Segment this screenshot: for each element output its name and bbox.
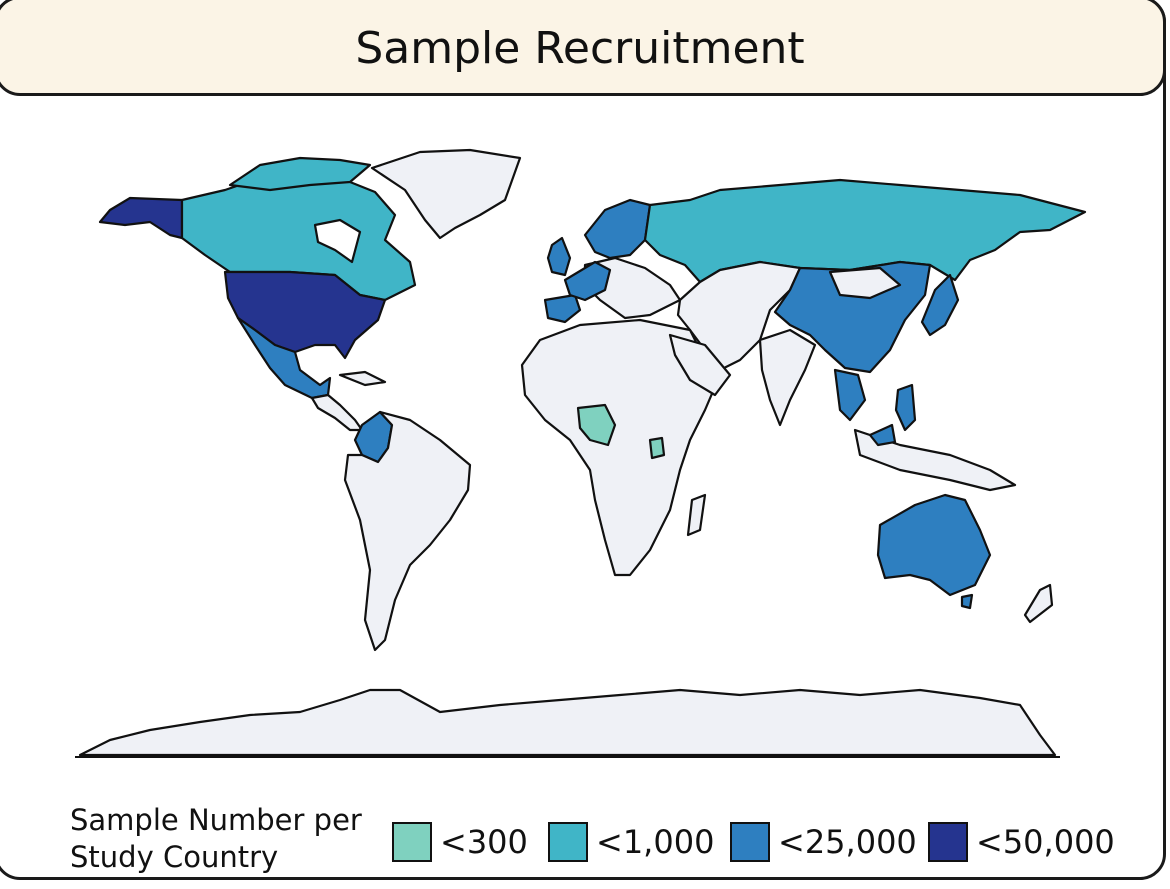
legend-swatch-lt300 <box>392 822 432 862</box>
legend-swatch-lt25000 <box>730 822 770 862</box>
legend-item-lt1000: <1,000 <box>548 820 714 864</box>
country-uganda <box>648 436 666 460</box>
country-australia <box>876 493 992 597</box>
hudson-bay <box>313 218 362 264</box>
country-spain <box>543 293 582 324</box>
country-thailand <box>833 368 867 422</box>
legend-label-lt1000: <1,000 <box>596 823 715 861</box>
legend-swatch-lt1000 <box>548 822 588 862</box>
country-uk <box>546 236 572 277</box>
country-malaysia <box>868 423 897 447</box>
map-title: Sample Recruitment <box>355 22 805 74</box>
country-india <box>758 328 817 427</box>
country-alaska <box>98 196 184 240</box>
legend-item-lt50000: <50,000 <box>928 820 1115 864</box>
country-mongolia <box>828 266 902 300</box>
country-canada-islands <box>228 156 372 192</box>
region-indonesia <box>853 428 1017 492</box>
country-japan <box>920 273 960 337</box>
legend-title: Sample Number per Study Country <box>70 803 362 874</box>
legend-label-lt50000: <50,000 <box>976 823 1115 861</box>
legend-swatch-lt50000 <box>928 822 968 862</box>
region-arabia <box>668 333 732 397</box>
continent-antarctica <box>78 688 1057 757</box>
region-central-america <box>310 393 364 432</box>
region-africa <box>520 318 722 577</box>
country-mexico <box>236 316 332 400</box>
country-germany <box>563 260 612 302</box>
legend: Sample Number per Study Country <300 <1,… <box>70 800 1130 880</box>
legend-label-lt25000: <25,000 <box>778 823 917 861</box>
country-tasmania <box>960 593 974 610</box>
region-caribbean <box>338 370 387 387</box>
title-banner: Sample Recruitment <box>0 0 1166 96</box>
country-nigeria <box>576 403 617 447</box>
country-scandinavia <box>583 198 652 260</box>
legend-label-lt300: <300 <box>440 823 528 861</box>
country-greenland <box>370 148 522 240</box>
region-south-america <box>343 410 472 652</box>
country-madagascar <box>686 493 707 537</box>
legend-item-lt25000: <25,000 <box>730 820 917 864</box>
legend-item-lt300: <300 <box>392 820 528 864</box>
country-philippines <box>894 383 917 432</box>
country-new-zealand <box>1023 583 1054 624</box>
